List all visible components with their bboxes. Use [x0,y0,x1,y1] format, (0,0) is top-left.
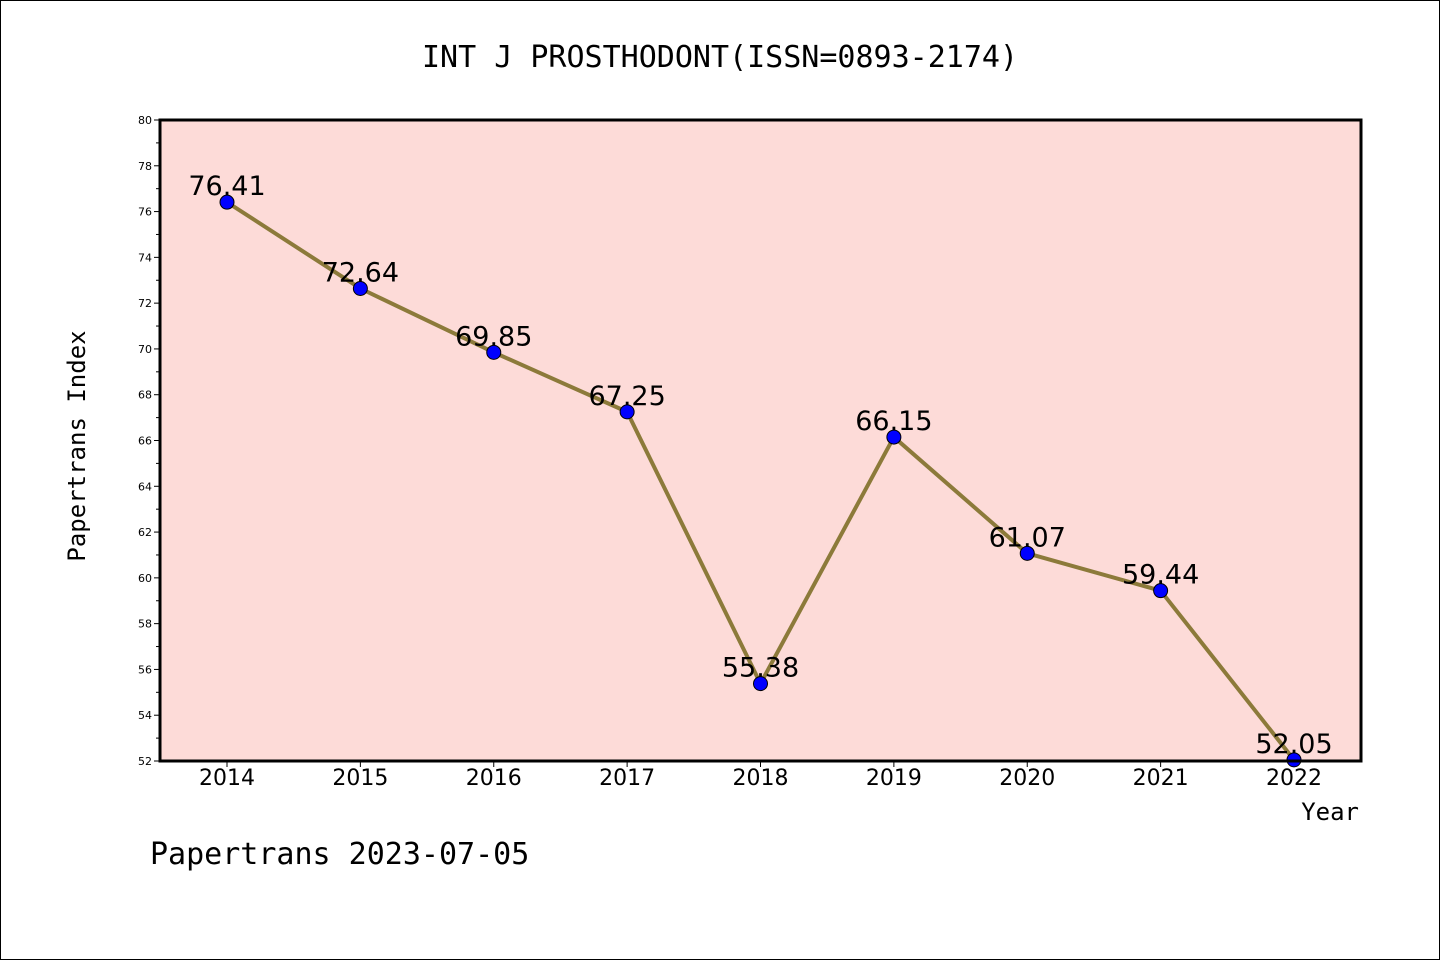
data-point-2019 [886,429,902,445]
data-label-2021: 59.44 [1122,560,1199,591]
data-point-2021 [1153,583,1169,599]
x-tick-label: 2016 [466,766,522,791]
x-tick-label: 2017 [599,766,655,791]
x-tick-label: 2015 [332,766,388,791]
y-tick-label: 80 [138,114,152,127]
y-tick-label: 64 [138,480,152,493]
y-tick-label: 60 [138,572,152,585]
y-axis-label: Papertrans Index [63,330,91,561]
y-tick-label: 56 [138,663,152,676]
plot-area [160,120,1361,761]
watermark-text: Papertrans 2023-07-05 [150,837,529,872]
chart-title: INT J PROSTHODONT(ISSN=0893-2174) [422,40,1018,75]
data-label-2018: 55.38 [722,653,799,684]
y-tick-label: 52 [138,755,152,768]
x-tick-label: 2019 [866,766,922,791]
data-point-2018 [753,676,768,692]
data-label-2017: 67.25 [588,381,665,412]
y-tick-label: 58 [138,618,152,631]
y-tick-label: 62 [138,526,152,539]
x-tick-label: 2018 [733,766,789,791]
x-axis-label: Year [1301,798,1359,826]
data-labels: 76.41 72.64 69.85 67.25 55.38 66.15 61.07 59.44… [188,171,1332,760]
data-point-2014 [219,194,235,210]
data-label-2019: 66.15 [855,406,932,437]
x-axis-ticks: 2014 2015 2016 2017 2018 2019 2020 2021 2022 [199,761,1322,791]
plot-border [158,118,1363,763]
y-tick-label: 76 [138,206,152,219]
y-axis-ticks: 52 54 56 58 60 62 64 66 68 70 72 74 76 78 80 [138,114,160,768]
x-tick-label: 2020 [999,766,1055,791]
y-tick-label: 54 [138,709,152,722]
y-tick-label: 70 [138,343,152,356]
data-label-2014: 76.41 [188,171,265,202]
data-label-2016: 69.85 [455,321,532,352]
y-tick-label: 72 [138,297,152,310]
y-tick-label: 78 [138,160,152,173]
data-label-2020: 61.07 [989,522,1066,553]
y-tick-label: 74 [138,251,152,264]
x-tick-label: 2021 [1133,766,1189,791]
series-markers [219,194,1302,768]
x-tick-label: 2014 [199,766,255,791]
y-tick-label: 68 [138,389,152,402]
data-point-2020 [1019,545,1035,561]
x-tick-label: 2022 [1266,766,1322,791]
data-label-2022: 52.05 [1255,729,1332,760]
data-label-2015: 72.64 [322,257,399,288]
data-point-2016 [486,344,502,360]
y-tick-label: 66 [138,435,152,448]
data-point-2017 [619,404,635,420]
data-point-2015 [352,280,368,296]
